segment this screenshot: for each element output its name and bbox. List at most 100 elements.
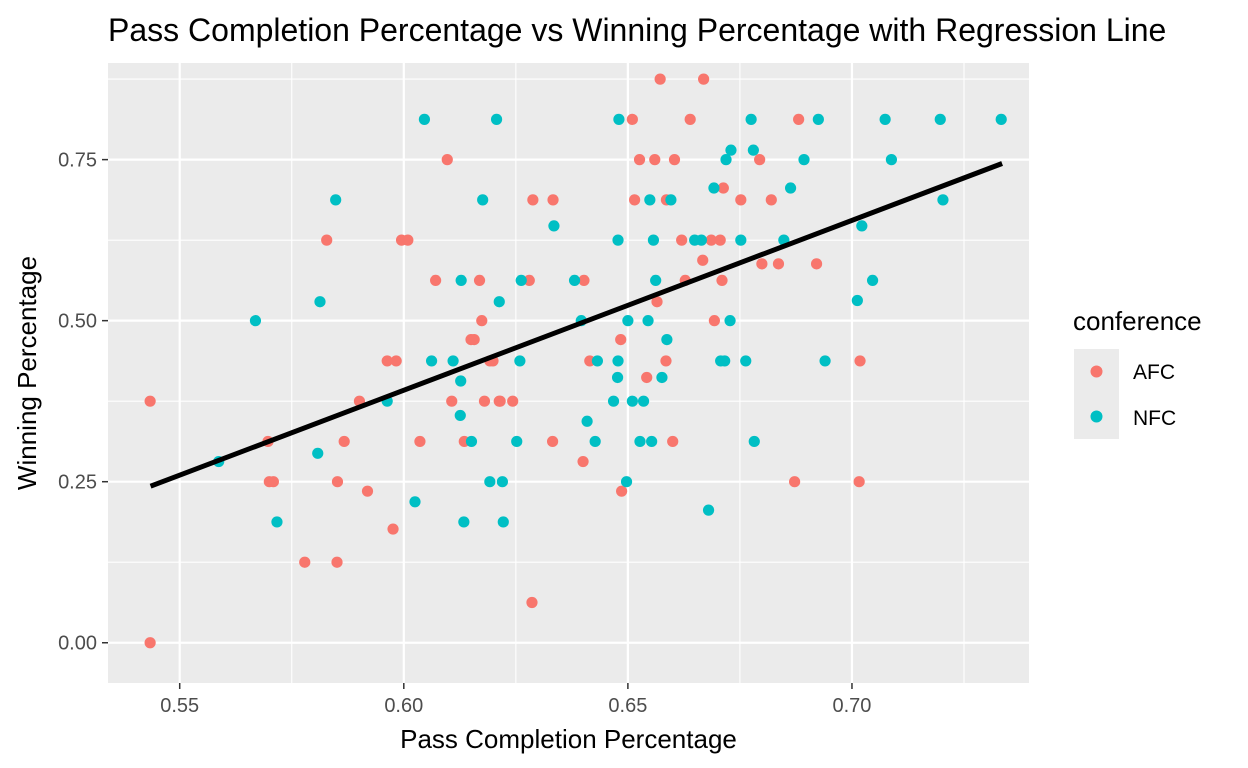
point-afc (507, 395, 519, 407)
point-afc (853, 476, 865, 488)
point-nfc (418, 113, 431, 125)
point-nfc (719, 355, 731, 367)
y-tick-label: 0.00 (58, 633, 97, 655)
point-nfc (745, 113, 757, 125)
point-afc (615, 334, 627, 346)
point-nfc (720, 154, 732, 166)
point-nfc (591, 355, 604, 367)
point-afc (526, 596, 538, 609)
point-afc (717, 182, 729, 194)
point-afc (578, 274, 590, 287)
point-afc (708, 315, 720, 327)
point-nfc (708, 182, 720, 194)
point-nfc (249, 315, 262, 327)
point-nfc (465, 435, 478, 448)
y-axis: 0.00 0.25 0.50 0.75 (58, 150, 108, 655)
point-afc (494, 395, 506, 407)
point-afc (331, 556, 343, 568)
point-afc (667, 435, 679, 448)
point-nfc (612, 355, 624, 367)
point-nfc (798, 154, 810, 166)
point-afc (754, 154, 766, 166)
point-afc (299, 556, 311, 568)
point-afc (473, 274, 486, 287)
point-nfc (934, 113, 946, 125)
point-nfc (490, 113, 503, 125)
legend-label-nfc: NFC (1133, 407, 1176, 430)
point-afc (756, 258, 768, 270)
point-afc (793, 113, 805, 125)
point-afc (684, 113, 696, 125)
point-nfc (642, 315, 654, 327)
point-nfc (626, 395, 638, 407)
x-axis-title: Pass Completion Percentage (400, 724, 737, 754)
legend-entry-nfc: NFC (1074, 394, 1176, 439)
major-gridlines (108, 63, 1029, 683)
point-nfc (314, 296, 326, 308)
point-afc (705, 234, 717, 246)
point-nfc (740, 355, 752, 367)
point-afc (651, 296, 663, 308)
point-nfc (409, 496, 421, 508)
point-afc (387, 523, 399, 535)
legend-dot-afc (1090, 365, 1103, 378)
legend: conference AFC NFC (1073, 306, 1202, 439)
point-afc (697, 254, 709, 266)
data-points (144, 73, 1007, 649)
point-afc (331, 476, 344, 488)
point-afc (654, 73, 666, 85)
point-nfc (748, 435, 760, 448)
point-nfc (611, 371, 624, 384)
x-tick-label: 0.65 (608, 695, 647, 717)
point-afc (414, 435, 426, 448)
point-nfc (650, 274, 662, 287)
point-afc (649, 154, 661, 166)
point-nfc (589, 435, 601, 448)
point-afc (577, 455, 589, 468)
point-nfc (484, 476, 496, 488)
regression-line-group (149, 161, 1003, 489)
y-tick-label: 0.25 (58, 472, 97, 494)
point-nfc (665, 194, 677, 206)
point-afc (765, 194, 777, 206)
point-nfc (647, 234, 660, 246)
y-tick-label: 0.50 (58, 311, 97, 333)
point-nfc (447, 355, 459, 367)
point-afc (523, 274, 535, 287)
point-afc (716, 274, 728, 287)
point-nfc (661, 334, 673, 346)
point-nfc (455, 375, 467, 387)
point-afc (735, 194, 747, 206)
regression-line (149, 161, 1003, 489)
point-afc (144, 637, 156, 649)
chart-title: Pass Completion Percentage vs Winning Pe… (108, 12, 1166, 48)
point-nfc (620, 476, 633, 488)
point-nfc (885, 154, 898, 166)
point-nfc (724, 315, 736, 327)
point-afc (626, 113, 638, 125)
x-tick-label: 0.55 (160, 695, 199, 717)
plot-panel (108, 63, 1029, 683)
y-tick-label: 0.75 (58, 150, 97, 172)
point-nfc (702, 504, 715, 516)
point-nfc (271, 516, 283, 528)
point-nfc (581, 415, 593, 427)
point-nfc (656, 371, 668, 384)
point-nfc (497, 516, 509, 528)
point-afc (321, 234, 333, 246)
point-nfc (511, 435, 523, 448)
point-nfc (784, 182, 797, 194)
point-nfc (514, 355, 526, 367)
point-nfc (613, 113, 625, 125)
point-afc (789, 476, 801, 488)
point-nfc (856, 220, 868, 232)
point-afc (267, 476, 279, 488)
point-nfc (477, 194, 489, 206)
point-nfc (622, 315, 634, 327)
point-afc (546, 435, 559, 448)
point-afc (441, 154, 453, 166)
point-nfc (644, 194, 656, 206)
point-nfc (458, 516, 470, 528)
x-axis: 0.55 0.60 0.65 0.70 (160, 683, 871, 717)
